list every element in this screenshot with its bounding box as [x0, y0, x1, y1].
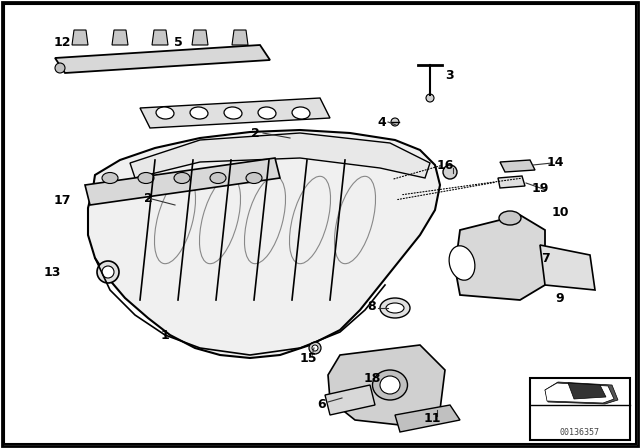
Polygon shape — [500, 160, 535, 172]
Text: 15: 15 — [300, 352, 317, 365]
Text: 8: 8 — [368, 300, 376, 313]
Ellipse shape — [174, 172, 190, 184]
Ellipse shape — [309, 342, 321, 354]
Text: 4: 4 — [378, 116, 387, 129]
Text: 2: 2 — [143, 191, 152, 204]
Text: 6: 6 — [317, 397, 326, 410]
Ellipse shape — [380, 298, 410, 318]
Text: 17: 17 — [53, 194, 71, 207]
Ellipse shape — [102, 172, 118, 184]
Ellipse shape — [391, 118, 399, 126]
Ellipse shape — [156, 107, 174, 119]
Ellipse shape — [224, 107, 242, 119]
Polygon shape — [88, 130, 440, 358]
Text: 11: 11 — [423, 412, 441, 425]
Polygon shape — [140, 98, 330, 128]
Text: 19: 19 — [531, 181, 548, 194]
Text: 12: 12 — [53, 35, 71, 48]
Ellipse shape — [210, 172, 226, 184]
Polygon shape — [328, 345, 445, 425]
Ellipse shape — [426, 94, 434, 102]
Text: 5: 5 — [173, 35, 182, 48]
Polygon shape — [130, 133, 430, 178]
Polygon shape — [540, 245, 595, 290]
Text: 3: 3 — [445, 69, 454, 82]
Text: 16: 16 — [436, 159, 454, 172]
Polygon shape — [55, 45, 270, 73]
Ellipse shape — [386, 303, 404, 313]
Polygon shape — [112, 30, 128, 45]
Ellipse shape — [138, 172, 154, 184]
Text: 18: 18 — [364, 371, 381, 384]
Ellipse shape — [55, 63, 65, 73]
Text: 7: 7 — [541, 251, 549, 264]
Ellipse shape — [449, 246, 475, 280]
Ellipse shape — [292, 107, 310, 119]
Bar — [530, 378, 630, 440]
Text: 13: 13 — [44, 266, 61, 279]
Polygon shape — [395, 405, 460, 432]
Text: 2: 2 — [251, 126, 259, 139]
Polygon shape — [545, 382, 618, 404]
Ellipse shape — [246, 172, 262, 184]
Ellipse shape — [258, 107, 276, 119]
Ellipse shape — [102, 266, 114, 278]
Text: 9: 9 — [556, 292, 564, 305]
Ellipse shape — [443, 165, 457, 179]
Text: 1: 1 — [161, 328, 170, 341]
Ellipse shape — [380, 376, 400, 394]
Ellipse shape — [97, 261, 119, 283]
Polygon shape — [232, 30, 248, 45]
Ellipse shape — [312, 345, 318, 351]
Ellipse shape — [372, 370, 408, 400]
Polygon shape — [568, 383, 606, 399]
Polygon shape — [545, 383, 614, 403]
Polygon shape — [455, 215, 545, 300]
Text: 10: 10 — [551, 206, 569, 219]
Polygon shape — [325, 385, 375, 415]
Polygon shape — [85, 158, 280, 205]
Polygon shape — [192, 30, 208, 45]
Text: 14: 14 — [547, 155, 564, 168]
Polygon shape — [498, 176, 525, 188]
Polygon shape — [72, 30, 88, 45]
Text: 00136357: 00136357 — [560, 427, 600, 436]
Ellipse shape — [499, 211, 521, 225]
Polygon shape — [152, 30, 168, 45]
Ellipse shape — [190, 107, 208, 119]
